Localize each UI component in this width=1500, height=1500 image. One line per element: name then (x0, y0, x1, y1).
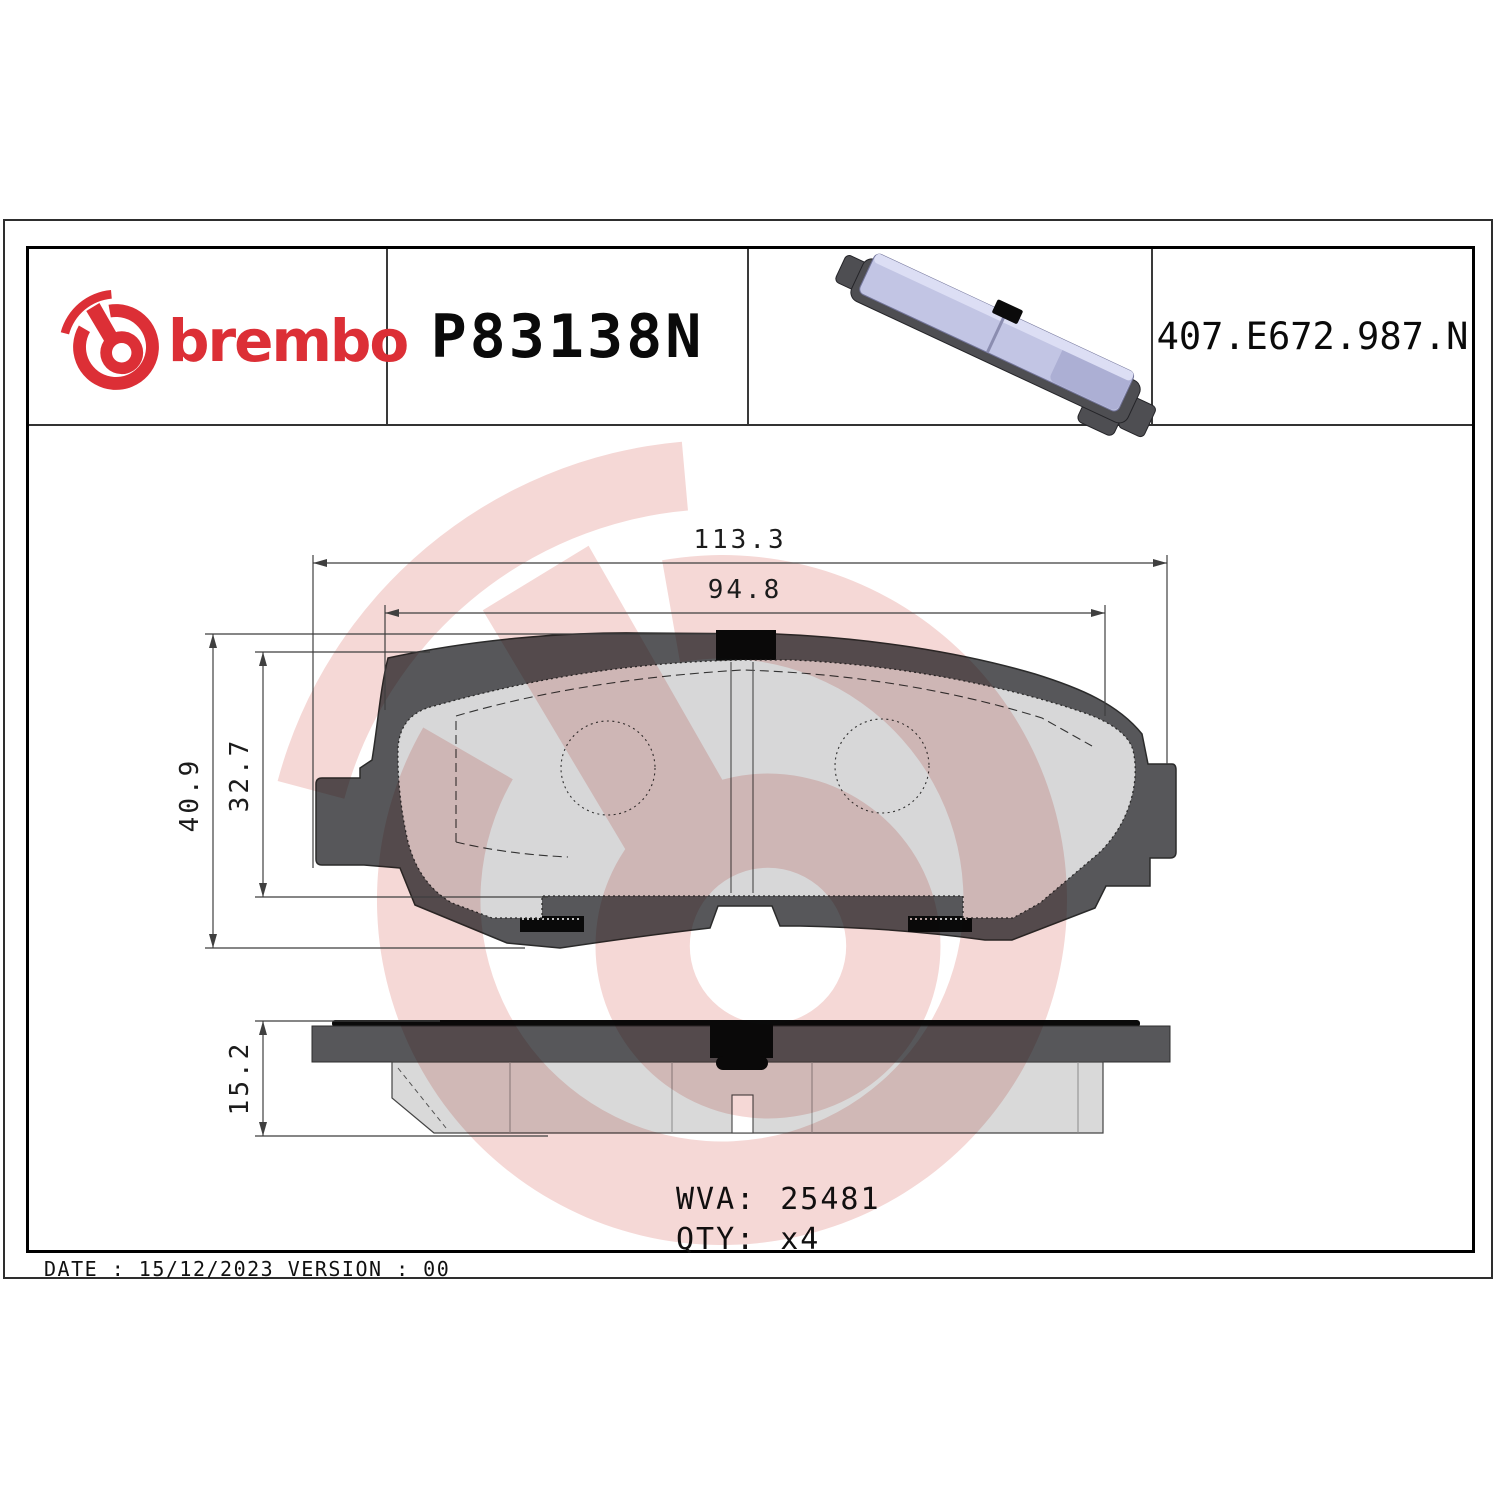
product-image-cell (749, 249, 1153, 424)
pad-info-block: WVA: 25481 QTY: x4 (676, 1180, 881, 1260)
brembo-wordmark: brembo (168, 307, 409, 375)
qty-value: x4 (780, 1222, 821, 1257)
wva-label: WVA: (676, 1182, 757, 1217)
title-block: P83138N 407.E672.987.N (29, 249, 1472, 426)
qty-label: QTY: (676, 1222, 757, 1257)
part-number: P83138N (430, 301, 705, 372)
brand-cell (29, 249, 388, 424)
outer-border (3, 219, 1493, 1279)
catalog-code: 407.E672.987.N (1156, 315, 1469, 358)
catalog-code-cell: 407.E672.987.N (1153, 249, 1472, 424)
wva-value: 25481 (780, 1182, 881, 1217)
footer-date-version: DATE : 15/12/2023 VERSION : 00 (44, 1257, 451, 1281)
drawing-frame (26, 246, 1475, 1253)
part-number-cell: P83138N (388, 249, 749, 424)
